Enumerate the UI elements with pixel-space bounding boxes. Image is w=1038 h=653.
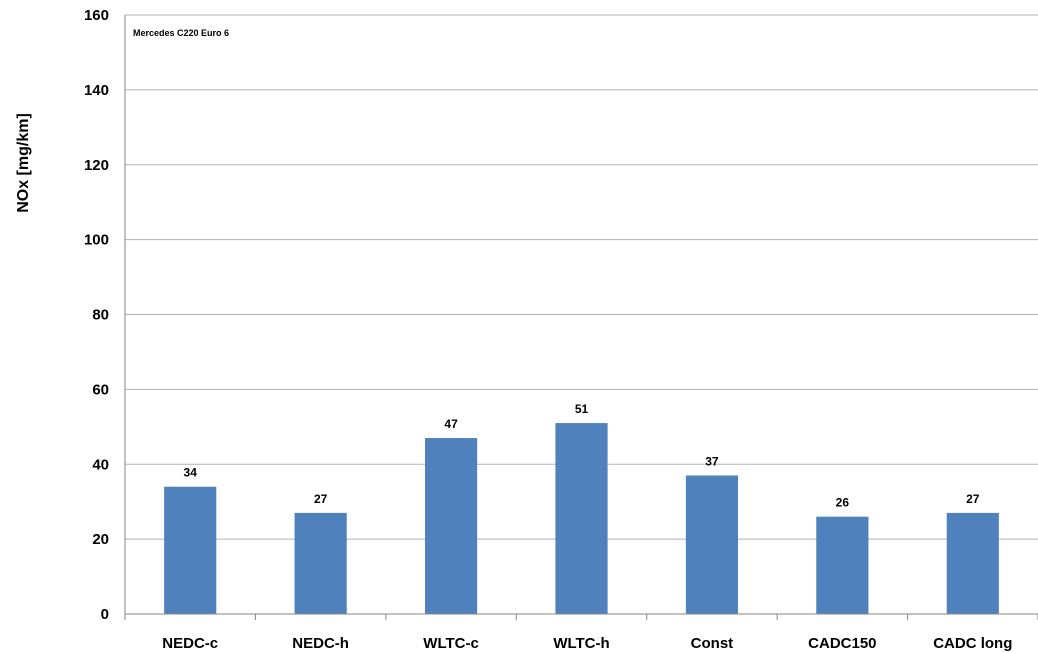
y-tick-label: 140	[84, 82, 109, 99]
gridlines	[125, 14, 1038, 540]
data-label: 37	[705, 454, 719, 468]
y-tick-label: 20	[92, 531, 109, 548]
y-tick-label: 0	[101, 606, 109, 623]
data-labels: 34 27 47 51 37 26 27	[184, 402, 980, 510]
y-tick-label: 80	[92, 307, 109, 324]
x-tick-label: CADC150	[808, 635, 876, 652]
x-tick-label: WLTC-h	[553, 635, 609, 652]
y-tick-label: 40	[92, 456, 109, 473]
y-tick-labels: 0 20 40 60 80 100 120 140 160	[84, 7, 109, 623]
y-tick-label: 120	[84, 157, 109, 174]
data-label: 47	[444, 417, 458, 431]
x-tick-labels: NEDC-c NEDC-h WLTC-c WLTC-h Const CADC150 CADC…	[162, 635, 1012, 652]
y-axis-label: NOx [mg/km]	[15, 113, 32, 213]
bar	[946, 512, 999, 614]
data-label: 34	[184, 466, 198, 480]
data-label: 26	[836, 496, 850, 510]
data-label: 27	[314, 492, 328, 506]
axes	[124, 15, 1038, 620]
bar	[555, 423, 608, 614]
x-tick-label: WLTC-c	[423, 635, 479, 652]
bar	[164, 486, 217, 614]
bar	[685, 475, 739, 614]
x-tick-label: NEDC-c	[162, 635, 218, 652]
bars	[164, 423, 999, 614]
bar	[294, 512, 347, 614]
x-tick-label: NEDC-h	[292, 635, 349, 652]
y-tick-label: 100	[84, 232, 109, 249]
bar	[816, 516, 869, 614]
y-tick-label: 60	[92, 381, 109, 398]
data-label: 27	[966, 492, 980, 506]
data-label: 51	[575, 402, 589, 416]
bar	[424, 438, 478, 614]
x-tick-label: CADC long	[933, 635, 1012, 652]
x-tick-label: Const	[691, 635, 734, 652]
chart-annotation: Mercedes C220 Euro 6	[133, 28, 229, 38]
y-tick-label: 160	[84, 7, 109, 24]
